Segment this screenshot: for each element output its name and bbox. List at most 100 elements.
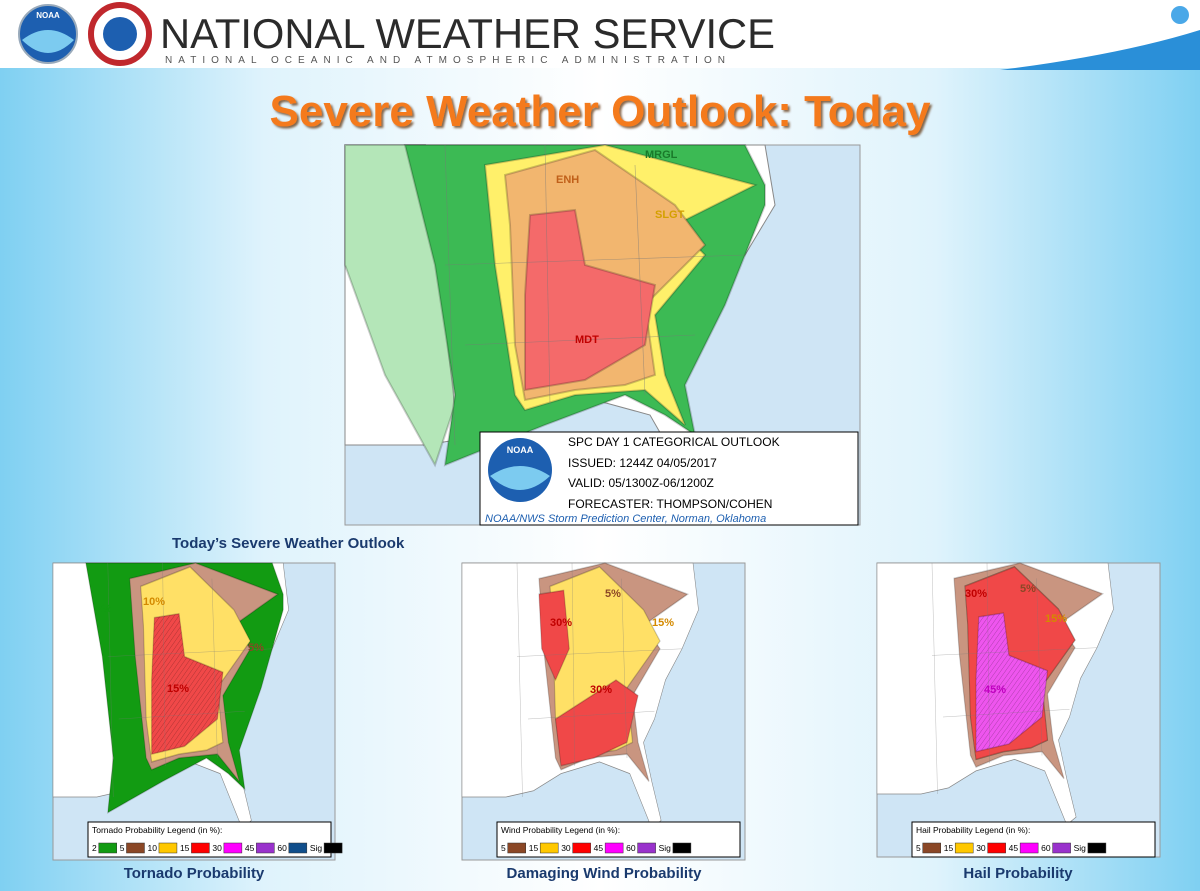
header-icon <box>1171 6 1189 24</box>
state-border <box>931 562 938 795</box>
state-border <box>527 710 655 720</box>
info-line: ISSUED: 1244Z 04/05/2017 <box>568 456 717 470</box>
legend-swatch <box>507 842 526 854</box>
legend-label: 10 <box>147 843 157 853</box>
map-label: 15% <box>1045 613 1067 625</box>
state-border <box>1036 578 1043 756</box>
legend-label: 45 <box>1009 843 1019 853</box>
info-line: VALID: 05/1300Z-06/1200Z <box>568 476 714 490</box>
map-label: 15% <box>167 683 189 695</box>
legend-label: Sig <box>310 843 323 853</box>
legend-label: Sig <box>659 843 672 853</box>
legend-label: 15 <box>180 843 190 853</box>
legend-swatch <box>572 842 591 854</box>
state-border <box>444 254 746 266</box>
header-bar <box>0 0 1200 68</box>
legend-swatch <box>98 842 117 854</box>
state-border <box>931 647 1098 656</box>
map-label: 45% <box>984 684 1006 696</box>
legend-label: 5 <box>120 843 125 853</box>
map-label: ENH <box>556 174 579 186</box>
legend-swatch <box>323 842 343 854</box>
map-label: 15% <box>652 617 674 629</box>
legend-label: 30 <box>561 843 571 853</box>
state-border <box>544 144 551 406</box>
risk-area <box>538 589 570 682</box>
legend-swatch <box>987 842 1006 854</box>
legend-swatch <box>672 842 692 854</box>
legend-swatch <box>158 842 178 854</box>
legend-swatch <box>922 842 941 854</box>
legend-title: Hail Probability Legend (in %): <box>916 825 1030 835</box>
legend-label: 60 <box>1041 843 1051 853</box>
slide-title: Severe Weather Outlook: Today <box>270 87 932 136</box>
map-label: 5% <box>248 642 264 654</box>
legend-swatch <box>1087 842 1107 854</box>
caption: Hail Probability <box>963 865 1073 882</box>
legend-title: Tornado Probability Legend (in %): <box>92 825 222 835</box>
map-label: 30% <box>590 684 612 696</box>
risk-area <box>554 679 639 767</box>
legend-swatch <box>256 842 275 854</box>
legend-swatch <box>1019 842 1039 854</box>
noaa-logo-wave <box>22 30 74 53</box>
legend-label: 45 <box>245 843 255 853</box>
legend-label: 15 <box>529 843 539 853</box>
map-label: 5% <box>605 588 621 600</box>
state-border <box>621 578 628 759</box>
state-border <box>464 334 696 346</box>
noaa-logo-text: NOAA <box>36 11 60 20</box>
risk-area <box>976 613 1048 752</box>
state-border <box>986 562 990 764</box>
risk-area <box>524 208 657 392</box>
info-logo-wave <box>490 466 550 490</box>
legend-label: 60 <box>277 843 287 853</box>
map-label: SLGT <box>655 209 685 221</box>
legend-swatch <box>637 842 656 854</box>
legend-label: Sig <box>1074 843 1087 853</box>
info-footer: NOAA/NWS Storm Prediction Center, Norman… <box>485 513 766 525</box>
header-title: NATIONAL WEATHER SERVICE <box>160 10 775 57</box>
state-border <box>942 709 1070 718</box>
legend-swatch <box>126 842 145 854</box>
legend-label: 5 <box>916 843 921 853</box>
state-border <box>516 562 523 798</box>
state-border <box>118 710 245 720</box>
risk-area <box>151 613 223 755</box>
info-line: SPC DAY 1 CATEGORICAL OUTLOOK <box>568 435 780 449</box>
legend-label: 15 <box>944 843 954 853</box>
legend-label: 30 <box>212 843 222 853</box>
caption: Today’s Severe Weather Outlook <box>172 535 405 552</box>
legend-label: 30 <box>976 843 986 853</box>
map-label: 10% <box>143 596 165 608</box>
caption: Damaging Wind Probability <box>507 865 703 882</box>
legend-title: Wind Probability Legend (in %): <box>501 825 620 835</box>
legend-label: 60 <box>626 843 636 853</box>
state-border <box>444 144 456 446</box>
legend-swatch <box>288 842 308 854</box>
map-label: MRGL <box>645 149 678 161</box>
state-border <box>107 562 114 798</box>
legend-swatch <box>539 842 559 854</box>
legend-swatch <box>1052 842 1071 854</box>
map-label: 5% <box>1020 583 1036 595</box>
nws-logo-inner <box>103 17 137 51</box>
state-border <box>516 648 683 657</box>
legend-label: 45 <box>594 843 604 853</box>
caption: Tornado Probability <box>124 865 265 882</box>
state-border <box>162 562 166 766</box>
legend-swatch <box>191 842 210 854</box>
legend-swatch <box>954 842 974 854</box>
map-label: 30% <box>965 588 987 600</box>
map-label: 30% <box>550 617 572 629</box>
legend-swatch <box>604 842 624 854</box>
header-swoosh <box>1000 30 1200 70</box>
map-label: 2% <box>96 603 112 615</box>
map-label: MDT <box>575 334 599 346</box>
state-border <box>571 562 575 766</box>
header-subtitle: NATIONAL OCEANIC AND ATMOSPHERIC ADMINIS… <box>165 55 725 66</box>
state-border <box>211 578 218 759</box>
legend-label: 2 <box>92 843 97 853</box>
state-border <box>107 648 273 657</box>
